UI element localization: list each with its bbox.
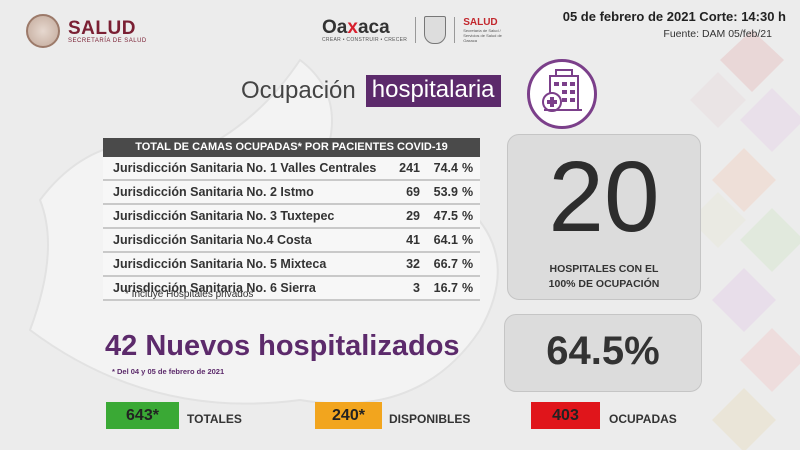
ocupadas-label: OCUPADAS [609, 412, 677, 426]
occupancy-table: TOTAL DE CAMAS OCUPADAS* POR PACIENTES C… [103, 138, 480, 301]
salud-oaxaca-subtitle: Secretaría de Salud / Servicios de Salud… [463, 28, 502, 43]
percent-sign: % [462, 209, 474, 223]
jurisdiction-count: 41 [406, 233, 420, 247]
table-header: TOTAL DE CAMAS OCUPADAS* POR PACIENTES C… [103, 138, 480, 157]
jurisdiction-pct: 16.7 [433, 281, 458, 295]
totales-box: 643* [106, 402, 179, 429]
table-row: Jurisdicción Sanitaria No.4 Costa 41 64.… [103, 229, 480, 253]
title-part-2: hospitalaria [365, 75, 501, 107]
new-hospitalized-headline: 42 Nuevos hospitalizados [105, 330, 460, 362]
table-footnote: * Incluye Hospitales privados [125, 289, 254, 300]
fuente-source: Fuente: DAM 05/feb/21 [663, 28, 772, 40]
logo-divider [415, 17, 417, 43]
hospital-building-icon [527, 59, 597, 129]
oaxaca-logo-text: Oaxaca [322, 16, 390, 38]
table-row: Jurisdicción Sanitaria No. 6 Sierra 3 16… [103, 277, 480, 301]
jurisdiction-pct: 74.4 [433, 161, 458, 175]
jurisdiction-name: Jurisdicción Sanitaria No. 6 Sierra [113, 281, 316, 295]
table-row: Jurisdicción Sanitaria No. 3 Tuxtepec 29… [103, 205, 480, 229]
jurisdiction-count: 3 [413, 281, 420, 295]
percent-sign: % [462, 281, 474, 295]
totales-label: TOTALES [187, 412, 242, 426]
salud-logo-title: SALUD [68, 17, 136, 39]
hospitals-full-card: 20 HOSPITALES CON EL 100% DE OCUPACIÓN [507, 134, 701, 300]
jurisdiction-name: Jurisdicción Sanitaria No.4 Costa [113, 233, 312, 247]
salud-oaxaca-title: SALUD [463, 17, 498, 28]
oaxaca-logo-group: Oaxaca CREAR • CONSTRUIR • CRECER SALUD … [322, 16, 509, 44]
hospitals-full-label: HOSPITALES CON EL 100% DE OCUPACIÓN [508, 262, 700, 292]
jurisdiction-name: Jurisdicción Sanitaria No. 5 Mixteca [113, 257, 327, 271]
salud-logo-subtitle: SECRETARÍA DE SALUD [68, 37, 147, 44]
jurisdiction-count: 32 [406, 257, 420, 271]
jurisdiction-name: Jurisdicción Sanitaria No. 2 Istmo [113, 185, 314, 199]
occupancy-percent-value: 64.5% [546, 329, 660, 373]
jurisdiction-pct: 64.1 [433, 233, 458, 247]
jurisdiction-name: Jurisdicción Sanitaria No. 1 Valles Cent… [113, 161, 377, 175]
oaxaca-logo-tagline: CREAR • CONSTRUIR • CRECER [322, 36, 408, 43]
percent-sign: % [462, 161, 474, 175]
table-row: Jurisdicción Sanitaria No. 2 Istmo 69 53… [103, 181, 480, 205]
ocupadas-box: 403 [531, 402, 600, 429]
new-hospitalized-note: * Del 04 y 05 de febrero de 2021 [112, 367, 225, 376]
jurisdiction-count: 69 [406, 185, 420, 199]
hospitals-full-label-line1: HOSPITALES CON EL [549, 263, 659, 275]
table-row: Jurisdicción Sanitaria No. 1 Valles Cent… [103, 157, 480, 181]
salud-logo: SALUD SECRETARÍA DE SALUD [26, 14, 147, 48]
jurisdiction-pct: 66.7 [433, 257, 458, 271]
occupancy-percent-card: 64.5% [504, 314, 702, 392]
jurisdiction-name: Jurisdicción Sanitaria No. 3 Tuxtepec [113, 209, 335, 223]
title-part-1: Ocupación [241, 77, 356, 104]
table-row: Jurisdicción Sanitaria No. 5 Mixteca 32 … [103, 253, 480, 277]
jurisdiction-count: 29 [406, 209, 420, 223]
oaxaca-shield-icon [424, 16, 447, 44]
mexico-seal-icon [26, 14, 60, 48]
jurisdiction-count: 241 [399, 161, 420, 175]
jurisdiction-pct: 53.9 [433, 185, 458, 199]
date-corte: 05 de febrero de 2021 Corte: 14:30 h [562, 9, 786, 24]
percent-sign: % [462, 233, 474, 247]
disponibles-label: DISPONIBLES [389, 412, 471, 426]
hospitals-full-label-line2: 100% DE OCUPACIÓN [548, 278, 660, 290]
percent-sign: % [462, 257, 474, 271]
hospitals-full-value: 20 [548, 141, 660, 253]
disponibles-box: 240* [315, 402, 382, 429]
logo-divider [454, 17, 456, 43]
percent-sign: % [462, 185, 474, 199]
page-title: Ocupación hospitalaria [241, 75, 501, 107]
jurisdiction-pct: 47.5 [433, 209, 458, 223]
